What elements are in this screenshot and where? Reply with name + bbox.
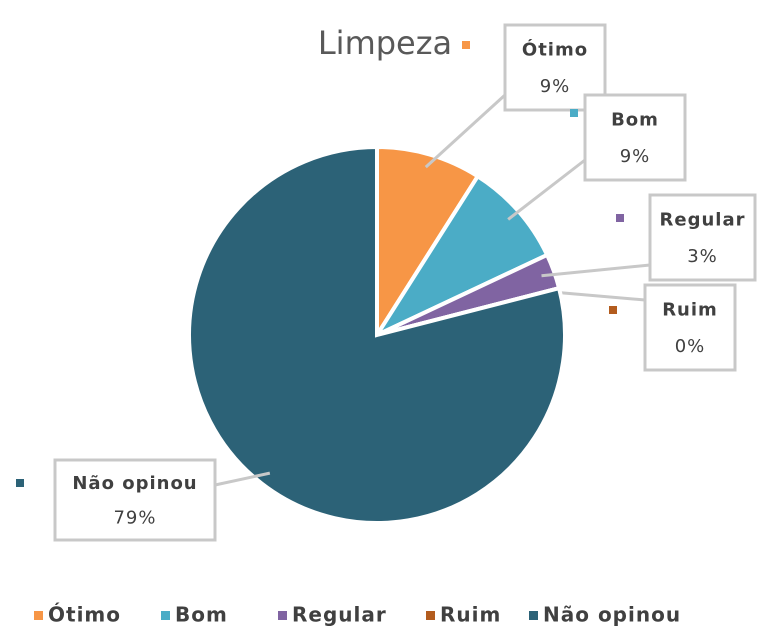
label-key (570, 109, 578, 117)
chart-title: Limpeza (318, 24, 452, 62)
legend-label: Não opinou (543, 603, 681, 627)
data-label-value: 0% (675, 336, 706, 357)
data-label-name: Não opinou (72, 473, 197, 494)
data-label-value: 9% (620, 146, 651, 167)
data-label-value: 3% (687, 246, 718, 267)
leader-line (541, 263, 651, 278)
label-box (648, 193, 757, 282)
data-label-value: 9% (540, 76, 571, 97)
pie-slice (375, 144, 481, 342)
legend-key (161, 611, 170, 620)
label-box (583, 93, 687, 182)
legend-key (34, 611, 43, 620)
leader-line (214, 471, 271, 487)
label-key (609, 306, 617, 314)
legend-label: Bom (175, 603, 228, 627)
legend-key (529, 611, 538, 620)
legend-label: Ruim (440, 603, 501, 627)
pie-slice (187, 144, 567, 525)
legend-label: Regular (292, 603, 387, 627)
label-key (462, 41, 470, 49)
legend-key (426, 611, 435, 620)
data-label-name: Bom (611, 110, 659, 131)
leader-line (507, 158, 586, 221)
label-key (616, 214, 624, 222)
label-box (53, 458, 217, 542)
label-key (16, 479, 24, 487)
label-box (643, 283, 737, 372)
leader-line (424, 93, 507, 169)
data-label-value: 79% (113, 507, 156, 528)
data-label-name: Ótimo (522, 39, 588, 61)
legend-label: Ótimo (48, 603, 121, 627)
legend-key (278, 611, 287, 620)
data-label-name: Regular (660, 210, 746, 231)
leader-line (546, 290, 646, 302)
data-label-name: Ruim (662, 300, 718, 321)
